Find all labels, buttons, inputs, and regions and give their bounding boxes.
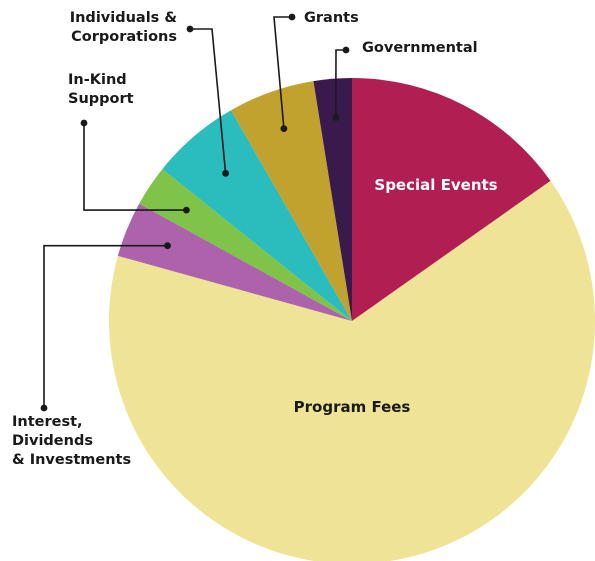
callout-lines <box>40 13 350 412</box>
leader-dot-individuals-corporations <box>222 169 230 177</box>
leader-end-dot-in-kind-support <box>80 119 88 127</box>
slice-individuals-corporations <box>162 110 352 321</box>
label-program-fees: Program Fees <box>294 398 411 416</box>
pie-slices <box>109 78 595 561</box>
leader-end-dot-interest-dividends-investments <box>40 404 48 412</box>
label-governmental: Governmental <box>362 40 478 56</box>
label-in-kind-support: In-Kind Support <box>68 72 134 107</box>
leader-end-dot-individuals-corporations <box>186 25 194 33</box>
leader-line-interest-dividends-investments <box>43 244 168 408</box>
leader-end-dot-governmental <box>342 46 350 54</box>
leader-line-in-kind-support <box>83 123 187 211</box>
leader-line-grants <box>273 16 292 129</box>
label-grants: Grants <box>304 10 359 26</box>
label-interest-dividends-investments: Interest, Dividends & Investments <box>12 414 131 468</box>
label-special-events: Special Events <box>374 176 497 194</box>
leader-dot-grants <box>280 125 288 132</box>
slice-grants <box>231 81 352 321</box>
leader-dot-interest-dividends-investments <box>164 242 171 250</box>
label-individuals-corporations: Individuals & Corporations <box>70 10 178 45</box>
slice-program-fees <box>109 180 595 561</box>
leader-dot-in-kind-support <box>183 206 190 214</box>
slice-governmental <box>313 78 352 321</box>
leader-line-individuals-corporations <box>190 28 227 174</box>
leader-dot-governmental <box>332 114 340 121</box>
slice-labels: Special Events Program Fees Interest, Divid… <box>12 10 498 468</box>
leader-end-dot-grants <box>288 13 296 21</box>
slice-in-kind-support <box>139 168 352 321</box>
slice-special-events <box>352 78 551 321</box>
slice-interest-dividends-investments <box>117 203 352 321</box>
